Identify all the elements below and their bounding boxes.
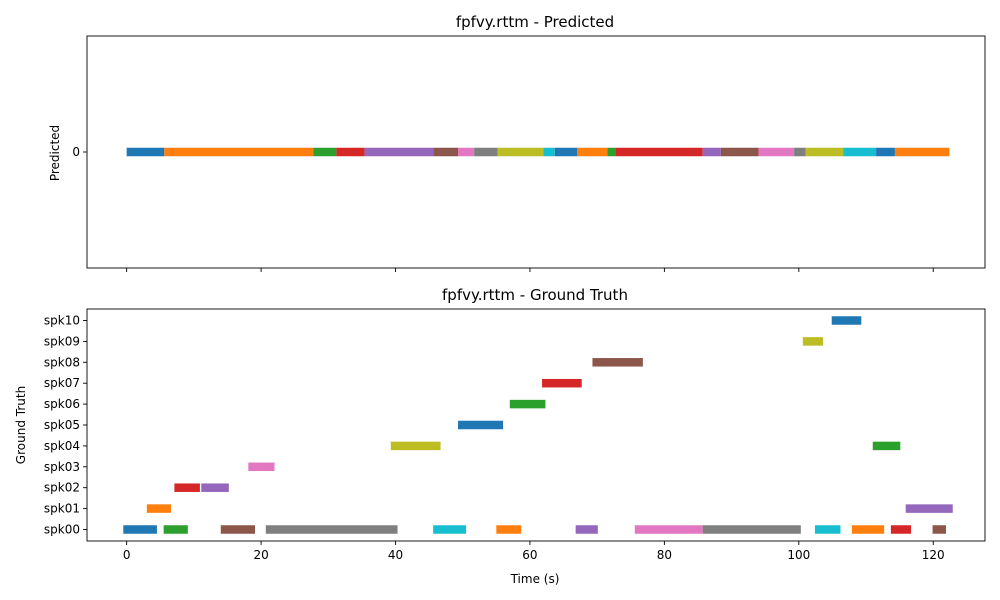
predicted-segment-0-4 bbox=[364, 147, 434, 157]
ground-truth-segment-spk07-22 bbox=[542, 378, 582, 388]
ground-truth-segment-spk04-18 bbox=[390, 441, 441, 451]
predicted-segment-0-10 bbox=[554, 147, 577, 157]
predicted-segment-0-0 bbox=[126, 147, 165, 157]
ground-truth-chart-title: fpfvy.rttm - Ground Truth bbox=[442, 286, 628, 304]
ground-truth-y-tick-label-spk09: spk09 bbox=[44, 334, 80, 348]
ground-truth-x-tick-label-40: 40 bbox=[388, 548, 403, 562]
ground-truth-x-tick-label-0: 0 bbox=[123, 548, 131, 562]
predicted-panel: fpfvy.rttm - Predicted Predicted 0 bbox=[48, 13, 986, 272]
ground-truth-y-tick-label-spk06: spk06 bbox=[44, 397, 80, 411]
predicted-segment-0-6 bbox=[458, 147, 475, 157]
predicted-segment-0-12 bbox=[607, 147, 616, 157]
predicted-segment-0-2 bbox=[313, 147, 337, 157]
predicted-segment-0-16 bbox=[758, 147, 795, 157]
ground-truth-segment-spk00-2 bbox=[220, 525, 256, 534]
ground-truth-segment-spk00-4 bbox=[433, 525, 467, 534]
ground-truth-y-tick-label-spk10: spk10 bbox=[44, 313, 80, 327]
ground-truth-segment-spk04-19 bbox=[872, 441, 901, 451]
ground-truth-plot-frame bbox=[86, 308, 986, 542]
predicted-segment-0-14 bbox=[702, 147, 721, 157]
predicted-y-axis-label: Predicted bbox=[48, 125, 62, 181]
predicted-segment-0-1 bbox=[164, 147, 314, 157]
ground-truth-segment-spk08-23 bbox=[592, 358, 643, 367]
ground-truth-x-tick-label-60: 60 bbox=[522, 548, 537, 562]
ground-truth-segment-spk03-17 bbox=[248, 462, 275, 472]
ground-truth-segments bbox=[123, 316, 953, 534]
ground-truth-ticks: spk00 spk01 spk02 spk03 spk04 spk05 spk06 spk07… bbox=[44, 313, 945, 562]
predicted-segment-0-11 bbox=[577, 147, 608, 157]
predicted-segment-0-8 bbox=[497, 147, 544, 157]
predicted-segment-0-9 bbox=[543, 147, 555, 157]
ground-truth-segment-spk00-0 bbox=[123, 525, 157, 534]
ground-truth-segment-spk00-12 bbox=[932, 525, 947, 534]
ground-truth-segment-spk00-6 bbox=[575, 525, 598, 534]
predicted-segment-0-20 bbox=[876, 147, 895, 157]
ground-truth-segment-spk05-20 bbox=[458, 420, 504, 430]
predicted-segment-0-5 bbox=[433, 147, 459, 157]
ground-truth-segment-spk00-9 bbox=[814, 525, 841, 534]
ground-truth-x-tick-label-20: 20 bbox=[253, 548, 268, 562]
predicted-segment-0-17 bbox=[794, 147, 806, 157]
ground-truth-segment-spk00-1 bbox=[163, 525, 188, 534]
ground-truth-segment-spk10-25 bbox=[831, 316, 862, 325]
predicted-segments bbox=[126, 147, 950, 157]
ground-truth-segment-spk02-16 bbox=[201, 483, 229, 492]
predicted-y-tick-label-0: 0 bbox=[72, 145, 80, 159]
ground-truth-segment-spk00-7 bbox=[634, 525, 703, 534]
ground-truth-y-tick-label-spk05: spk05 bbox=[44, 418, 80, 432]
predicted-segment-0-18 bbox=[805, 147, 844, 157]
ground-truth-segment-spk02-15 bbox=[174, 483, 200, 492]
ground-truth-y-tick-label-spk02: spk02 bbox=[44, 481, 80, 495]
ground-truth-y-tick-label-spk03: spk03 bbox=[44, 460, 80, 474]
predicted-segment-0-19 bbox=[843, 147, 877, 157]
predicted-segment-0-3 bbox=[336, 147, 365, 157]
ground-truth-segment-spk09-24 bbox=[802, 337, 824, 346]
ground-truth-y-tick-label-spk04: spk04 bbox=[44, 439, 80, 453]
ground-truth-segment-spk00-10 bbox=[851, 525, 885, 534]
predicted-segment-0-15 bbox=[720, 147, 759, 157]
ground-truth-x-tick-label-80: 80 bbox=[657, 548, 672, 562]
ground-truth-y-tick-label-spk07: spk07 bbox=[44, 376, 80, 390]
ground-truth-y-tick-label-spk00: spk00 bbox=[44, 523, 80, 537]
ground-truth-segment-spk01-13 bbox=[146, 504, 172, 513]
ground-truth-segment-spk06-21 bbox=[509, 399, 546, 409]
ground-truth-segment-spk00-11 bbox=[890, 525, 912, 534]
ground-truth-segment-spk00-8 bbox=[702, 525, 801, 534]
ground-truth-segment-spk00-5 bbox=[496, 525, 522, 534]
ground-truth-x-tick-label-120: 120 bbox=[922, 548, 945, 562]
ground-truth-y-axis-label: Ground Truth bbox=[14, 386, 28, 464]
predicted-ticks: 0 bbox=[72, 145, 934, 272]
x-axis-label: Time (s) bbox=[510, 572, 560, 586]
ground-truth-y-tick-label-spk08: spk08 bbox=[44, 355, 80, 369]
ground-truth-panel: fpfvy.rttm - Ground Truth Ground Truth T… bbox=[14, 286, 986, 586]
ground-truth-segment-spk01-14 bbox=[905, 504, 953, 513]
ground-truth-y-tick-label-spk01: spk01 bbox=[44, 502, 80, 516]
predicted-segment-0-13 bbox=[615, 147, 703, 157]
predicted-chart-title: fpfvy.rttm - Predicted bbox=[456, 13, 614, 31]
predicted-segment-0-21 bbox=[894, 147, 950, 157]
predicted-segment-0-7 bbox=[474, 147, 498, 157]
ground-truth-segment-spk00-3 bbox=[265, 525, 398, 534]
predicted-plot-frame bbox=[86, 35, 986, 269]
ground-truth-x-tick-label-100: 100 bbox=[787, 548, 810, 562]
